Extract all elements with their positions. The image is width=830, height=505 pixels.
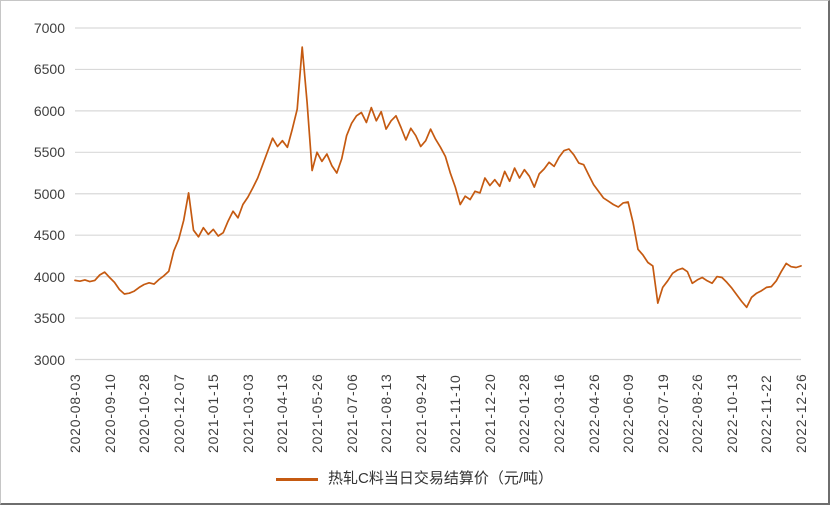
x-axis-tick-label: 2021-12-20 <box>481 373 498 453</box>
x-axis-tick-label: 2021-09-24 <box>412 373 429 453</box>
x-axis-tick-label: 2022-11-22 <box>758 374 775 453</box>
x-axis-tick-label: 2022-08-26 <box>689 373 706 453</box>
y-axis-tick-label: 6500 <box>33 61 65 78</box>
legend: 热轧C料当日交易结算价（元/吨） <box>1 467 828 491</box>
x-axis-tick-label: 2021-01-15 <box>205 373 222 453</box>
legend-label: 热轧C料当日交易结算价（元/吨） <box>327 470 553 487</box>
x-axis-tick-label: 2022-03-16 <box>551 373 567 453</box>
y-axis-tick-label: 6000 <box>33 102 65 119</box>
x-axis-tick-label: 2021-03-03 <box>239 373 256 453</box>
x-axis-tick-label: 2021-05-26 <box>309 373 325 453</box>
y-axis-tick-label: 3000 <box>33 351 65 368</box>
y-axis-tick-label: 4500 <box>33 227 65 244</box>
x-axis-tick-label: 2021-07-06 <box>343 373 360 453</box>
y-axis-tick-label: 3500 <box>33 310 65 327</box>
price-line-series <box>74 46 802 309</box>
x-axis-tick-label: 2020-08-03 <box>67 373 83 453</box>
legend-line-swatch <box>275 477 318 481</box>
x-axis-tick-label: 2022-12-26 <box>793 373 809 453</box>
x-axis-tick-label: 2020-09-10 <box>101 373 118 453</box>
x-axis-tick-label: 2022-01-28 <box>516 373 533 453</box>
x-axis-tick-label: 2020-10-28 <box>136 373 153 453</box>
y-axis-tick-label: 7000 <box>33 20 65 36</box>
x-axis-tick-label: 2022-10-13 <box>723 373 740 453</box>
y-axis-tick-label: 5000 <box>33 185 65 202</box>
x-axis-tick-label: 2021-11-10 <box>447 374 464 453</box>
gridlines <box>75 27 801 361</box>
x-axis-tick-label: 2022-06-09 <box>620 373 637 453</box>
x-axis-tick-label: 2021-04-13 <box>274 373 291 453</box>
x-axis-tick-label: 2022-04-26 <box>585 373 602 453</box>
y-axis-tick-label: 5500 <box>33 144 65 161</box>
x-axis-tick-label: 2022-07-19 <box>654 373 671 453</box>
y-axis-tick-label: 4000 <box>33 268 65 285</box>
x-axis-tick-label: 2020-12-07 <box>170 373 187 453</box>
x-axis-tick-label: 2021-08-13 <box>378 373 395 453</box>
